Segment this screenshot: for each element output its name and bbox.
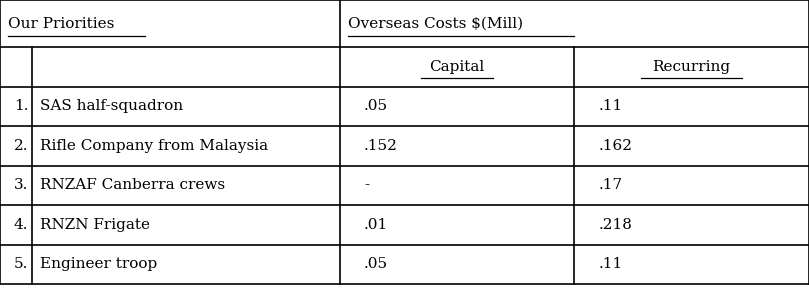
Text: 2.: 2. <box>14 139 28 153</box>
Text: Overseas Costs $(Mill): Overseas Costs $(Mill) <box>348 16 523 31</box>
Text: .152: .152 <box>364 139 398 153</box>
Text: RNZN Frigate: RNZN Frigate <box>40 218 150 232</box>
Text: Our Priorities: Our Priorities <box>8 16 114 31</box>
Text: SAS half-squadron: SAS half-squadron <box>40 99 184 113</box>
Text: .17: .17 <box>599 178 623 192</box>
Text: .05: .05 <box>364 257 388 271</box>
Text: .218: .218 <box>599 218 633 232</box>
Text: -: - <box>364 178 369 192</box>
Text: .11: .11 <box>599 99 623 113</box>
Text: Recurring: Recurring <box>653 60 731 74</box>
Text: Engineer troop: Engineer troop <box>40 257 158 271</box>
Text: 5.: 5. <box>14 257 28 271</box>
Text: 4.: 4. <box>14 218 28 232</box>
Text: 1.: 1. <box>14 99 28 113</box>
Text: .11: .11 <box>599 257 623 271</box>
Text: Capital: Capital <box>430 60 485 74</box>
Text: .01: .01 <box>364 218 388 232</box>
Text: Rifle Company from Malaysia: Rifle Company from Malaysia <box>40 139 269 153</box>
Text: .162: .162 <box>599 139 633 153</box>
Text: .05: .05 <box>364 99 388 113</box>
Text: RNZAF Canberra crews: RNZAF Canberra crews <box>40 178 226 192</box>
Text: 3.: 3. <box>14 178 28 192</box>
